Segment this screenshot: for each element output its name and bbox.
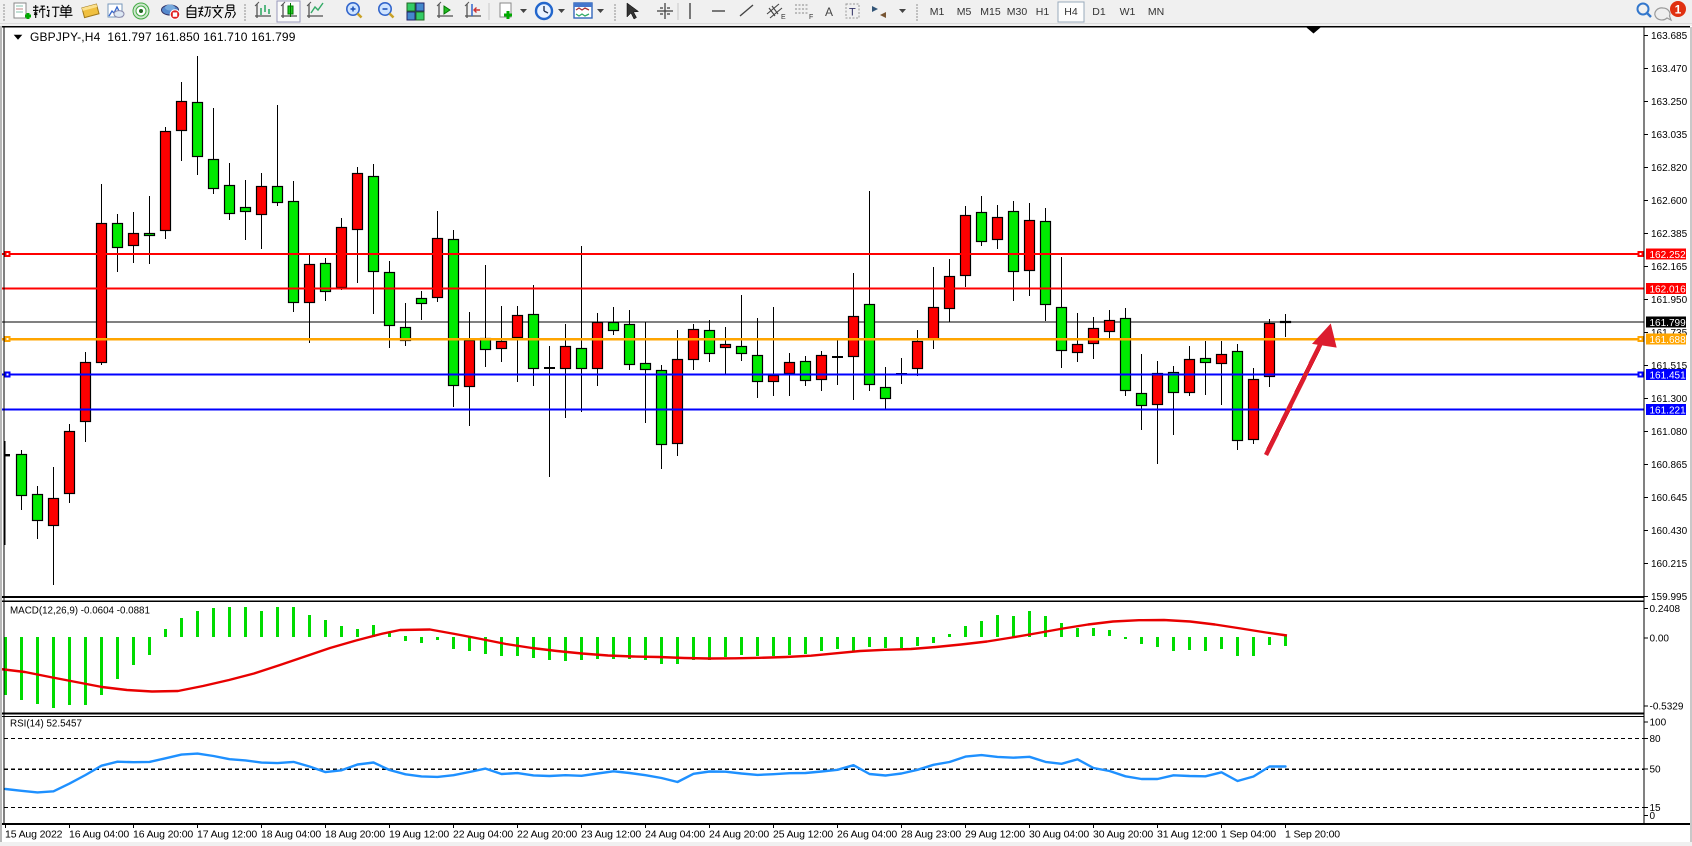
svg-text:162.165: 162.165	[1651, 262, 1688, 273]
svg-text:161.451: 161.451	[1650, 370, 1687, 381]
svg-text:15: 15	[1650, 803, 1662, 814]
svg-text:160.865: 160.865	[1651, 460, 1688, 471]
svg-text:163.470: 163.470	[1651, 64, 1688, 75]
svg-text:100: 100	[1650, 718, 1667, 729]
svg-text:161.221: 161.221	[1650, 405, 1687, 416]
svg-text:E: E	[781, 14, 786, 21]
svg-text:160.645: 160.645	[1651, 493, 1688, 504]
svg-text:162.385: 162.385	[1651, 229, 1688, 240]
svg-text:23 Aug 12:00: 23 Aug 12:00	[581, 829, 641, 841]
svg-text:160.215: 160.215	[1651, 559, 1688, 570]
svg-text:0.2408: 0.2408	[1650, 604, 1681, 615]
svg-text:1 Sep 20:00: 1 Sep 20:00	[1285, 829, 1340, 841]
svg-text:M15: M15	[980, 6, 1001, 18]
svg-text:161.799: 161.799	[1650, 318, 1687, 329]
svg-text:1: 1	[1675, 3, 1682, 17]
svg-text:H1: H1	[1036, 6, 1050, 18]
svg-text:16 Aug 20:00: 16 Aug 20:00	[133, 829, 193, 841]
svg-text:0: 0	[1650, 811, 1656, 822]
svg-text:26 Aug 04:00: 26 Aug 04:00	[837, 829, 897, 841]
svg-text:162.016: 162.016	[1650, 284, 1687, 295]
svg-text:29 Aug 12:00: 29 Aug 12:00	[965, 829, 1025, 841]
svg-text:18 Aug 20:00: 18 Aug 20:00	[325, 829, 385, 841]
svg-text:F: F	[809, 14, 813, 21]
svg-text:161.080: 161.080	[1651, 427, 1688, 438]
svg-text:T: T	[849, 7, 856, 19]
svg-text:M30: M30	[1007, 6, 1028, 18]
svg-text:0.00: 0.00	[1650, 634, 1670, 645]
svg-text:17 Aug 12:00: 17 Aug 12:00	[197, 829, 257, 841]
svg-text:162.600: 162.600	[1651, 196, 1688, 207]
svg-text:MN: MN	[1148, 6, 1164, 18]
svg-text:80: 80	[1650, 734, 1662, 745]
svg-text:161.300: 161.300	[1651, 394, 1688, 405]
svg-text:24 Aug 04:00: 24 Aug 04:00	[645, 829, 705, 841]
svg-text:16 Aug 04:00: 16 Aug 04:00	[69, 829, 129, 841]
svg-text:162.252: 162.252	[1650, 250, 1687, 261]
svg-text:M5: M5	[957, 6, 972, 18]
svg-text:163.035: 163.035	[1651, 130, 1688, 141]
svg-text:30 Aug 20:00: 30 Aug 20:00	[1093, 829, 1153, 841]
svg-text:161.515: 161.515	[1651, 361, 1688, 372]
svg-text:163.685: 163.685	[1651, 31, 1688, 42]
svg-text:22 Aug 04:00: 22 Aug 04:00	[453, 829, 513, 841]
svg-text:19 Aug 12:00: 19 Aug 12:00	[389, 829, 449, 841]
svg-text:A: A	[825, 5, 833, 19]
svg-text:28 Aug 23:00: 28 Aug 23:00	[901, 829, 961, 841]
svg-text:50: 50	[1650, 765, 1662, 776]
svg-text:161.950: 161.950	[1651, 295, 1688, 306]
svg-text:M1: M1	[930, 6, 945, 18]
svg-text:161.688: 161.688	[1650, 335, 1687, 346]
svg-text:15 Aug 2022: 15 Aug 2022	[5, 829, 63, 841]
svg-text:W1: W1	[1120, 6, 1136, 18]
svg-text:H4: H4	[1064, 6, 1078, 18]
svg-text:163.250: 163.250	[1651, 97, 1688, 108]
svg-text:22 Aug 20:00: 22 Aug 20:00	[517, 829, 577, 841]
svg-text:25 Aug 12:00: 25 Aug 12:00	[773, 829, 833, 841]
svg-text:24 Aug 20:00: 24 Aug 20:00	[709, 829, 769, 841]
svg-text:1 Sep 04:00: 1 Sep 04:00	[1221, 829, 1276, 841]
svg-text:RSI(14) 52.5457: RSI(14) 52.5457	[10, 719, 82, 730]
svg-text:MACD(12,26,9) -0.0604 -0.0881: MACD(12,26,9) -0.0604 -0.0881	[10, 606, 150, 617]
svg-text:160.430: 160.430	[1651, 526, 1688, 537]
svg-text:31 Aug 12:00: 31 Aug 12:00	[1157, 829, 1217, 841]
svg-text:D1: D1	[1092, 6, 1106, 18]
svg-text:18 Aug 04:00: 18 Aug 04:00	[261, 829, 321, 841]
svg-text:162.820: 162.820	[1651, 163, 1688, 174]
svg-text:30 Aug 04:00: 30 Aug 04:00	[1029, 829, 1089, 841]
svg-text:-0.5329: -0.5329	[1650, 702, 1684, 713]
svg-text:159.995: 159.995	[1651, 592, 1688, 603]
svg-text:GBPJPY-,H4 161.797 161.850 16: GBPJPY-,H4 161.797 161.850 161.710 161.7…	[30, 30, 296, 44]
